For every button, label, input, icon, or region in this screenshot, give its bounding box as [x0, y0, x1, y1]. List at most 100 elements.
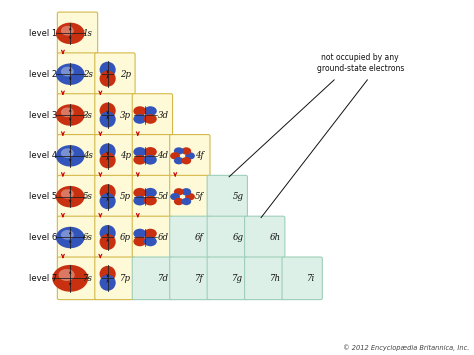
Text: 4d: 4d: [157, 151, 168, 160]
Ellipse shape: [144, 188, 157, 197]
Text: 4s: 4s: [82, 151, 92, 160]
Text: 7g: 7g: [232, 274, 243, 283]
Text: 6s: 6s: [82, 233, 92, 242]
Ellipse shape: [100, 152, 116, 168]
FancyBboxPatch shape: [207, 257, 247, 300]
FancyBboxPatch shape: [245, 257, 285, 300]
Text: 7p: 7p: [120, 274, 131, 283]
Ellipse shape: [144, 147, 157, 157]
FancyBboxPatch shape: [245, 216, 285, 259]
FancyBboxPatch shape: [95, 216, 135, 259]
Text: 3p: 3p: [120, 110, 131, 120]
FancyBboxPatch shape: [207, 216, 247, 259]
Text: 6d: 6d: [157, 233, 168, 242]
Text: 6g: 6g: [232, 233, 243, 242]
Ellipse shape: [170, 193, 180, 200]
FancyBboxPatch shape: [57, 175, 98, 218]
Ellipse shape: [182, 147, 191, 155]
Text: level 4: level 4: [29, 151, 57, 160]
Text: 5g: 5g: [232, 192, 243, 201]
Ellipse shape: [100, 71, 116, 87]
Text: level 6: level 6: [28, 233, 57, 242]
Text: 7f: 7f: [195, 274, 204, 283]
Text: © 2012 Encyclopædia Britannica, Inc.: © 2012 Encyclopædia Britannica, Inc.: [343, 345, 469, 351]
FancyBboxPatch shape: [95, 257, 135, 300]
Circle shape: [56, 227, 84, 248]
FancyBboxPatch shape: [95, 94, 135, 136]
FancyBboxPatch shape: [57, 94, 98, 136]
Text: level 2: level 2: [29, 70, 57, 79]
Ellipse shape: [174, 188, 184, 196]
Ellipse shape: [100, 62, 116, 78]
Text: 5d: 5d: [157, 192, 168, 201]
FancyBboxPatch shape: [57, 135, 98, 177]
Ellipse shape: [174, 147, 184, 155]
Text: 4p: 4p: [120, 151, 131, 160]
Text: level 5: level 5: [29, 192, 57, 201]
Text: level 3: level 3: [28, 110, 57, 120]
Text: 7i: 7i: [307, 274, 316, 283]
Ellipse shape: [100, 275, 116, 291]
Ellipse shape: [144, 237, 157, 246]
FancyBboxPatch shape: [132, 257, 173, 300]
Ellipse shape: [182, 188, 191, 196]
Text: 6h: 6h: [270, 233, 281, 242]
Circle shape: [61, 67, 74, 76]
Ellipse shape: [174, 198, 184, 205]
Ellipse shape: [100, 184, 116, 200]
Text: level 1: level 1: [29, 29, 57, 38]
Ellipse shape: [133, 147, 146, 157]
Text: 7d: 7d: [157, 274, 168, 283]
Ellipse shape: [174, 157, 184, 164]
Ellipse shape: [133, 196, 146, 206]
Ellipse shape: [100, 225, 116, 241]
Ellipse shape: [133, 188, 146, 197]
Text: 2s: 2s: [82, 70, 92, 79]
Ellipse shape: [133, 229, 146, 238]
Ellipse shape: [185, 193, 195, 200]
Circle shape: [61, 189, 74, 199]
FancyBboxPatch shape: [282, 257, 322, 300]
Text: 6f: 6f: [195, 233, 204, 242]
FancyBboxPatch shape: [57, 12, 98, 55]
FancyBboxPatch shape: [132, 135, 173, 177]
Circle shape: [61, 148, 74, 158]
Circle shape: [59, 269, 75, 281]
Text: 5s: 5s: [82, 192, 92, 201]
FancyBboxPatch shape: [132, 216, 173, 259]
Circle shape: [52, 265, 88, 292]
Ellipse shape: [182, 157, 191, 164]
Circle shape: [56, 186, 84, 207]
Ellipse shape: [144, 106, 157, 116]
Ellipse shape: [100, 103, 116, 119]
FancyBboxPatch shape: [57, 257, 98, 300]
Circle shape: [56, 23, 84, 44]
Ellipse shape: [144, 229, 157, 238]
Ellipse shape: [144, 196, 157, 206]
FancyBboxPatch shape: [95, 175, 135, 218]
FancyBboxPatch shape: [95, 53, 135, 95]
Ellipse shape: [133, 106, 146, 116]
FancyBboxPatch shape: [170, 175, 210, 218]
Text: level 7: level 7: [28, 274, 57, 283]
FancyBboxPatch shape: [95, 135, 135, 177]
Text: not occupied by any
ground-state electrons: not occupied by any ground-state electro…: [317, 53, 404, 73]
FancyBboxPatch shape: [170, 135, 210, 177]
Text: 4f: 4f: [195, 151, 204, 160]
Text: 3s: 3s: [82, 110, 92, 120]
Text: 2p: 2p: [120, 70, 131, 79]
FancyBboxPatch shape: [132, 94, 173, 136]
FancyBboxPatch shape: [57, 53, 98, 95]
Ellipse shape: [100, 143, 116, 159]
Ellipse shape: [100, 111, 116, 127]
Ellipse shape: [182, 198, 191, 205]
Ellipse shape: [185, 152, 195, 159]
FancyBboxPatch shape: [132, 175, 173, 218]
Ellipse shape: [170, 152, 180, 159]
Circle shape: [56, 145, 84, 166]
Text: 5f: 5f: [195, 192, 204, 201]
Circle shape: [61, 108, 74, 117]
FancyBboxPatch shape: [57, 216, 98, 259]
FancyBboxPatch shape: [170, 216, 210, 259]
Text: 1s: 1s: [82, 29, 92, 38]
